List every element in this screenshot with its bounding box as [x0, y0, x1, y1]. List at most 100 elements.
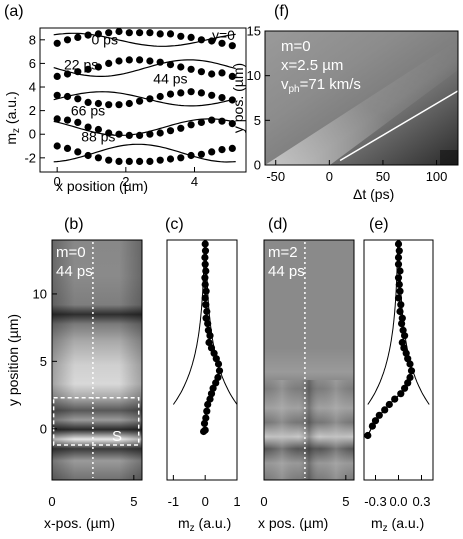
data-point [53, 115, 61, 123]
panel-c-label: (c) [165, 216, 184, 233]
data-point [105, 29, 113, 37]
data-point [136, 131, 144, 139]
data-point [401, 332, 409, 340]
panel-a-series-labels: 0 ps 22 ps 44 ps 66 ps 88 ps [64, 32, 188, 145]
data-point [115, 28, 123, 36]
data-point [204, 320, 212, 328]
data-point [381, 406, 389, 414]
data-point [394, 274, 403, 282]
data-point [136, 56, 144, 64]
data-point [94, 154, 102, 162]
x-tick-label: 0 [54, 174, 61, 189]
data-point [398, 320, 406, 328]
series-label: 0 ps [92, 32, 118, 48]
data-point [105, 101, 113, 109]
panel-c-xlabel-main: m [178, 515, 190, 531]
data-point [397, 301, 405, 309]
data-point [406, 360, 414, 368]
x-tick-label: 0 [326, 169, 333, 184]
panel-a-ylabel-main: m [3, 133, 19, 145]
panel-d-frame [263, 239, 355, 481]
panel-f-xlabel: Δt (ps) [353, 186, 394, 202]
panel-f-dark-strip [440, 150, 458, 165]
x-tick-label: 0 [260, 494, 267, 509]
data-point [204, 400, 212, 409]
data-point [187, 151, 195, 160]
data-point [201, 274, 209, 282]
panel-f-velocity-sub: ph [289, 84, 300, 95]
data-point [201, 253, 209, 262]
data-point [74, 33, 82, 42]
data-point [146, 130, 154, 138]
data-point [166, 30, 175, 38]
panel-d-label: (d) [268, 216, 288, 233]
panel-a-ylabel-unit: (a.u.) [3, 91, 19, 128]
data-point [136, 29, 144, 37]
data-point [209, 384, 217, 392]
y-tick-label: -2 [24, 150, 36, 165]
series-label: 44 ps [153, 71, 187, 87]
panel-e-xlabel-main: m [371, 515, 383, 531]
data-point [398, 314, 406, 322]
panel-f-mode-annotation: m=0 [281, 38, 311, 55]
data-point [202, 301, 210, 309]
data-point [166, 90, 175, 98]
x-tick-label: 0 [202, 494, 209, 509]
panel-b-region-box [52, 397, 140, 446]
data-point [74, 148, 82, 156]
series-line-44-ps [53, 91, 236, 107]
data-point [396, 267, 404, 275]
panel-f-velocity-rest: =71 km/s [300, 76, 361, 93]
data-point [84, 31, 92, 39]
data-point [218, 39, 226, 47]
data-point [385, 400, 393, 409]
panel-a-xlabel: x position (µm) [56, 178, 148, 194]
panel-d-xlabel: x pos. (µm) [258, 515, 328, 531]
data-point [396, 287, 404, 295]
data-point [94, 63, 102, 71]
data-point [125, 56, 133, 64]
series-line-66-ps [53, 118, 236, 136]
data-point [84, 151, 92, 160]
data-point [74, 68, 82, 76]
data-point [115, 157, 123, 165]
panel-a-traces [53, 28, 236, 165]
data-point [371, 417, 380, 425]
panel-b-ticks: 0 5 0 5 10 [33, 286, 138, 509]
data-point [201, 240, 209, 248]
x-tick-label: 100 [426, 169, 448, 184]
panel-b-region-annotation: S [112, 428, 122, 445]
data-point [115, 57, 123, 65]
data-point [177, 32, 185, 40]
data-point [146, 95, 154, 103]
data-point [125, 131, 133, 139]
y-tick-label: 0 [254, 158, 261, 173]
panel-b-ylabel: y position (µm) [5, 314, 21, 406]
data-point [202, 414, 210, 422]
data-point [200, 427, 208, 436]
panel-f-label: (f) [274, 3, 289, 20]
data-point [202, 267, 210, 275]
data-point [201, 280, 209, 289]
panel-f: -50 0 50 100 0 5 10 15 (f) m=0 x=2.5 µm vph=71 … [230, 3, 459, 202]
data-point [166, 155, 175, 163]
data-point [53, 91, 61, 99]
panel-c-points [200, 240, 224, 436]
data-point [208, 148, 216, 156]
series-line-0-ps [53, 32, 236, 47]
panel-f-fit-line [339, 90, 458, 162]
data-point [177, 89, 185, 97]
y-tick-label: 0 [29, 127, 36, 142]
data-point [197, 36, 205, 44]
data-point [395, 280, 403, 289]
panel-c-xlabel-unit: (a.u.) [195, 515, 232, 531]
x-tick-label: 2 [122, 174, 129, 189]
x-tick-label: 5 [130, 494, 137, 509]
data-point [156, 30, 164, 38]
data-point [396, 307, 404, 316]
panel-c-xlabel: mz (a.u.) [178, 515, 231, 534]
panel-f-ylabel: y pos. (µm) [230, 63, 246, 133]
data-point [404, 379, 412, 387]
data-point [201, 260, 209, 268]
